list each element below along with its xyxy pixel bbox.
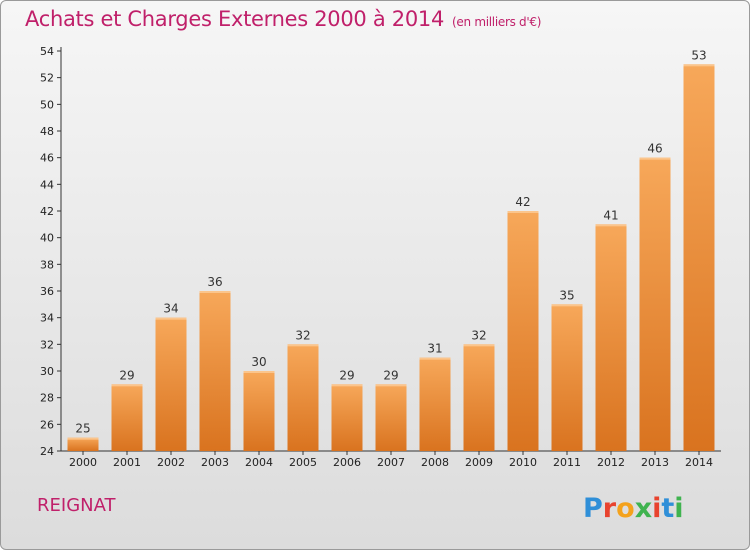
bar-highlight — [375, 384, 407, 387]
data-labels: 25 29 34 36 30 32 29 29 31 32 42 35 41 46 53 — [75, 48, 706, 435]
bar-highlight — [243, 371, 275, 373]
proxiti-logo: Proxiti — [583, 493, 684, 524]
svg-text:Proxiti: Proxiti — [583, 493, 684, 524]
data-label-2006: 29 — [339, 368, 354, 382]
bar-highlight — [419, 357, 451, 360]
data-label-2009: 32 — [471, 328, 486, 342]
bar-2010 — [507, 211, 539, 451]
chart-title: Achats et Charges Externes 2000 à 2014 (e… — [25, 7, 541, 31]
y-tick-label: 40 — [40, 232, 54, 245]
bar-2003 — [199, 291, 231, 451]
bar-highlight — [331, 384, 363, 387]
bar-2004 — [243, 371, 275, 451]
x-tick-label: 2002 — [157, 456, 185, 469]
bar-2007 — [375, 384, 407, 451]
bar-2014 — [683, 64, 715, 452]
y-tick-label: 24 — [40, 445, 54, 458]
bar-highlight — [595, 224, 627, 227]
bar-highlight — [287, 344, 319, 347]
y-tick-label: 44 — [40, 178, 54, 191]
bar-highlight — [463, 344, 495, 347]
x-tick-label: 2011 — [553, 456, 581, 469]
bar-highlight — [551, 304, 583, 307]
data-label-2013: 46 — [647, 142, 662, 156]
x-tick-label: 2008 — [421, 456, 449, 469]
x-tick-label: 2005 — [289, 456, 317, 469]
x-tick-label: 2009 — [465, 456, 493, 469]
y-tick-label: 48 — [40, 125, 54, 138]
y-tick-label: 38 — [40, 258, 54, 271]
data-label-2010: 42 — [515, 195, 530, 209]
y-tick-label: 32 — [40, 338, 54, 351]
y-tick-label: 42 — [40, 205, 54, 218]
commune-name: REIGNAT — [37, 495, 116, 516]
bar-2012 — [595, 224, 627, 451]
data-label-2007: 29 — [383, 368, 398, 382]
data-label-2004: 30 — [251, 355, 266, 369]
y-tick-label: 26 — [40, 418, 54, 431]
data-label-2014: 53 — [691, 48, 706, 62]
x-tick-label: 2004 — [245, 456, 273, 469]
y-tick-label: 46 — [40, 152, 54, 165]
bar-2000 — [67, 437, 99, 451]
x-axis: 2000 2001 2002 2003 2004 2005 2006 2007 2008 2009… — [61, 450, 721, 469]
x-tick-label: 2003 — [201, 456, 229, 469]
x-tick-label: 2006 — [333, 456, 361, 469]
data-label-2008: 31 — [427, 342, 442, 356]
data-label-2001: 29 — [119, 368, 134, 382]
bar-2005 — [287, 344, 319, 451]
y-tick-label: 30 — [40, 365, 54, 378]
y-tick-label: 36 — [40, 285, 54, 298]
data-label-2000: 25 — [75, 422, 90, 436]
bars — [67, 64, 715, 452]
data-label-2011: 35 — [559, 288, 574, 302]
bar-highlight — [507, 211, 539, 213]
data-label-2002: 34 — [163, 302, 178, 316]
x-tick-label: 2014 — [685, 456, 713, 469]
data-label-2005: 32 — [295, 328, 310, 342]
bar-2008 — [419, 357, 451, 451]
bar-highlight — [683, 64, 715, 67]
x-tick-label: 2012 — [597, 456, 625, 469]
bar-highlight — [639, 157, 671, 160]
bar-2009 — [463, 344, 495, 451]
y-tick-label: 34 — [40, 312, 54, 325]
bar-highlight — [155, 317, 187, 320]
x-tick-label: 2013 — [641, 456, 669, 469]
x-tick-label: 2001 — [113, 456, 141, 469]
x-tick-label: 2000 — [69, 456, 97, 469]
y-tick-label: 54 — [40, 45, 54, 58]
bar-highlight — [111, 384, 143, 387]
y-tick-label: 28 — [40, 392, 54, 405]
y-tick-label: 52 — [40, 72, 54, 85]
bar-2013 — [639, 157, 671, 451]
chart-title-text: Achats et Charges Externes 2000 à 2014 — [25, 7, 445, 31]
bar-highlight — [199, 291, 231, 293]
bar-2002 — [155, 317, 187, 451]
chart-subtitle: (en milliers d'€) — [452, 15, 542, 29]
data-label-2012: 41 — [603, 208, 618, 222]
data-label-2003: 36 — [207, 275, 222, 289]
y-tick-label: 50 — [40, 98, 54, 111]
y-axis: 24 26 28 30 32 34 36 38 40 42 44 46 48 50 52 54 — [40, 45, 62, 458]
bar-2001 — [111, 384, 143, 451]
bar-2006 — [331, 384, 363, 451]
bar-highlight — [67, 437, 99, 440]
x-tick-label: 2007 — [377, 456, 405, 469]
x-tick-label: 2010 — [509, 456, 537, 469]
bar-2011 — [551, 304, 583, 451]
